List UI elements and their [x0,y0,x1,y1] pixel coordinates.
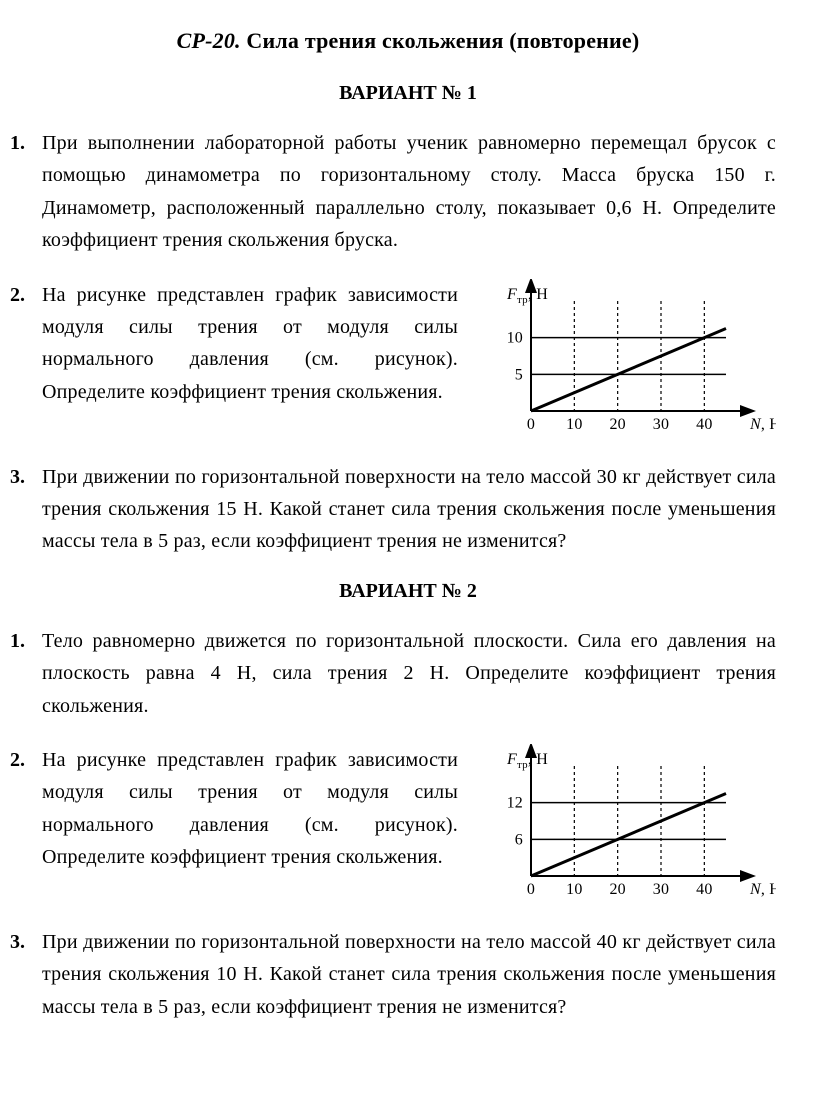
problem-text: При выполнении лабораторной работы учени… [42,127,776,257]
problem-2-1: 1. Тело равномерно движется по горизонта… [10,625,776,722]
problem-text: На рисунке представлен график зависимост… [42,279,458,409]
svg-text:0: 0 [527,881,535,898]
problem-1-3: 3. При движении по горизонтальной поверх… [10,461,776,558]
problem-2-2: 2. На рисунке представлен график зависим… [10,744,776,904]
svg-text:5: 5 [515,366,523,383]
problem-1-2: 2. На рисунке представлен график зависим… [10,279,776,439]
svg-text:30: 30 [653,416,669,433]
problem-body-with-chart: На рисунке представлен график зависимост… [42,279,776,439]
problem-text: Тело равномерно движется по горизонтальн… [42,625,776,722]
problem-number: 3. [10,461,42,493]
problem-text: При движении по горизонтальной поверхнос… [42,926,776,1023]
page-title: СР-20. Сила трения скольжения (повторени… [40,28,776,54]
svg-text:12: 12 [507,795,523,812]
svg-text:10: 10 [566,416,582,433]
svg-text:40: 40 [696,881,712,898]
variant-2-problems: 1. Тело равномерно движется по горизонта… [10,625,776,1023]
svg-text:20: 20 [609,416,625,433]
title-rest: Сила трения скольжения (повторение) [241,28,640,53]
svg-text:40: 40 [696,416,712,433]
problem-number: 3. [10,926,42,958]
svg-text:10: 10 [507,329,523,346]
problem-text: При движении по горизонтальной поверхнос… [42,461,776,558]
problem-body-with-chart: На рисунке представлен график зависимост… [42,744,776,904]
problem-2-3: 3. При движении по горизонтальной поверх… [10,926,776,1023]
svg-text:0: 0 [527,416,535,433]
svg-text:N, Н: N, Н [749,881,776,898]
problem-number: 2. [10,279,42,311]
variant-1-problems: 1. При выполнении лабораторной работы уч… [10,127,776,558]
problem-number: 2. [10,744,42,776]
friction-chart-1: 010203040510Fтр, НN, Н [476,279,776,439]
worksheet-page: СР-20. Сила трения скольжения (повторени… [0,0,816,1119]
svg-text:6: 6 [515,831,523,848]
problem-number: 1. [10,625,42,657]
variant-2-heading: ВАРИАНТ № 2 [40,580,776,603]
svg-text:20: 20 [609,881,625,898]
variant-1-heading: ВАРИАНТ № 1 [40,82,776,105]
friction-chart-2: 010203040612Fтр, НN, Н [476,744,776,904]
problem-text: На рисунке представлен график зависимост… [42,744,458,874]
problem-1-1: 1. При выполнении лабораторной работы уч… [10,127,776,257]
svg-text:10: 10 [566,881,582,898]
problem-number: 1. [10,127,42,159]
title-prefix: СР-20. [177,28,241,53]
svg-text:N, Н: N, Н [749,416,776,433]
svg-text:30: 30 [653,881,669,898]
